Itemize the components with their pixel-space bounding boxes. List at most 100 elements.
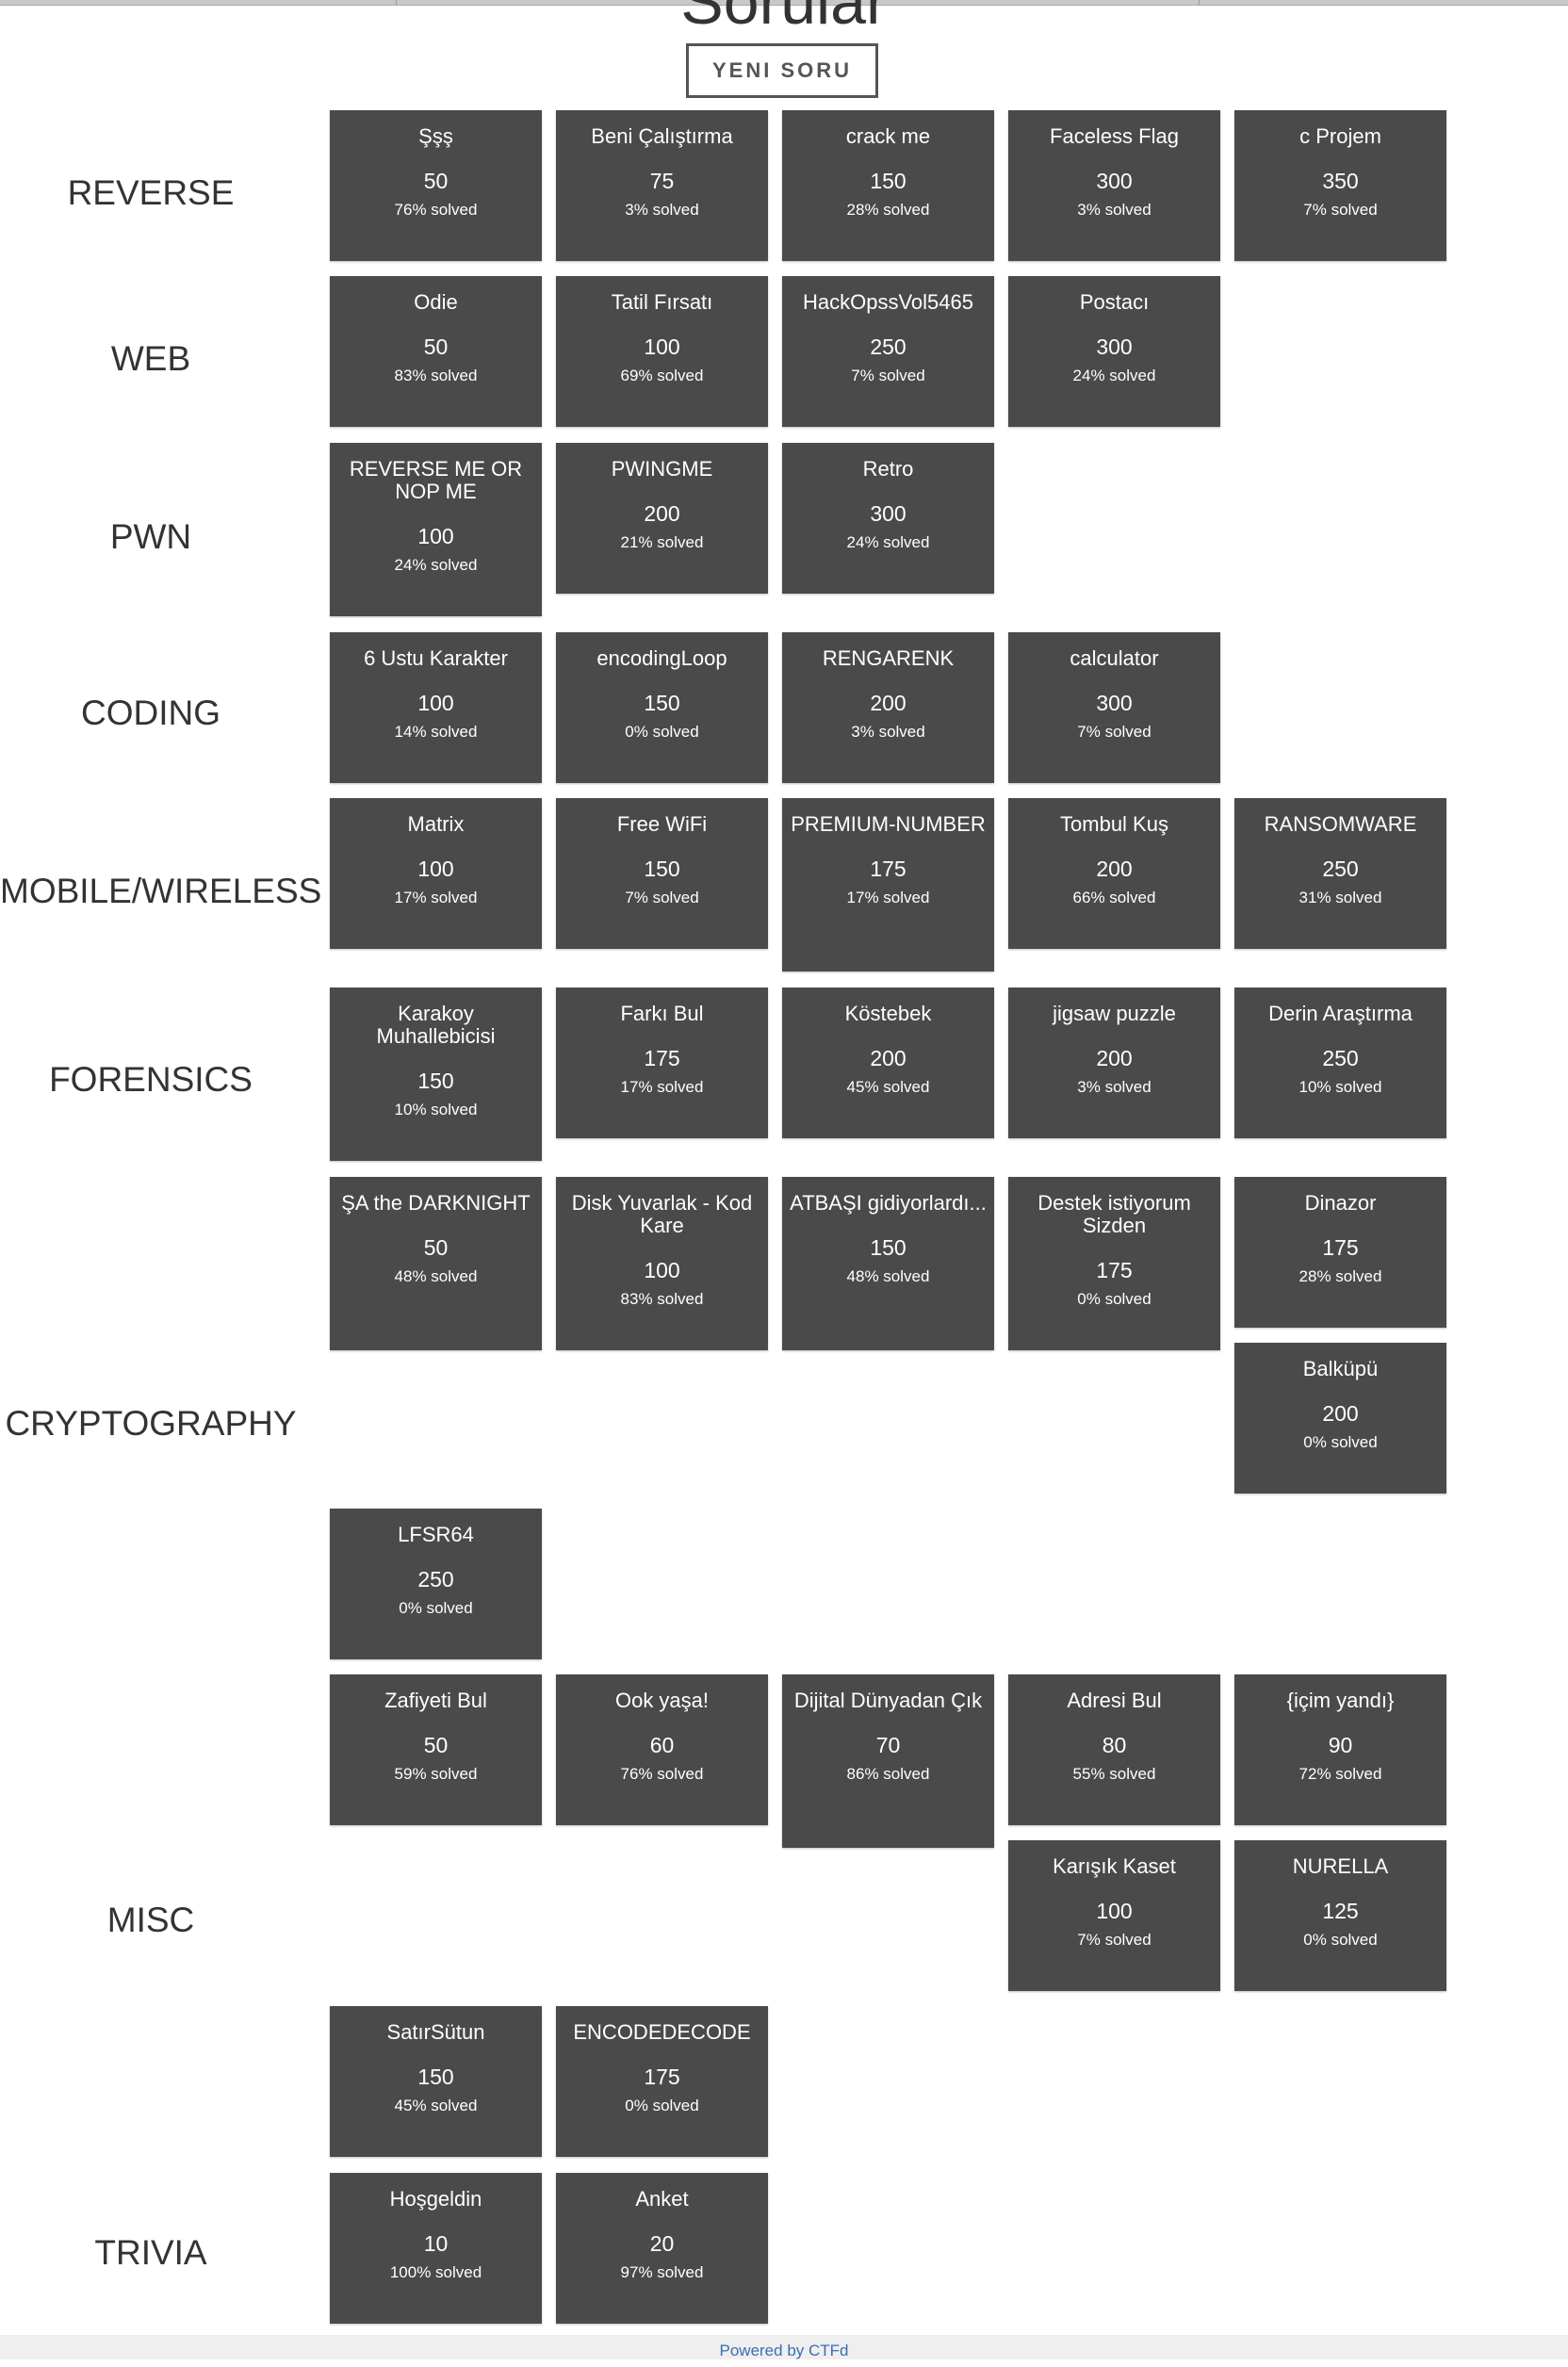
challenge-tile[interactable]: jigsaw puzzle 200 3% solved — [1008, 988, 1220, 1138]
challenge-tile[interactable]: Şşş 50 76% solved — [330, 110, 542, 261]
challenge-tile[interactable]: Faceless Flag 300 3% solved — [1008, 110, 1220, 261]
category-label-misc: MISC — [106, 1901, 195, 1939]
category-label-coding: CODING — [81, 694, 220, 732]
challenge-points: 175 — [870, 857, 906, 881]
challenge-name: Zafiyeti Bul — [384, 1689, 487, 1712]
challenge-tile[interactable]: encodingLoop 150 0% solved — [556, 632, 768, 783]
category-label-forensics: FORENSICS — [49, 1060, 253, 1099]
challenge-tile[interactable]: NURELLA 125 0% solved — [1234, 1840, 1446, 1991]
challenge-points: 300 — [870, 501, 906, 526]
challenge-tile[interactable]: Köstebek 200 45% solved — [782, 988, 994, 1138]
challenge-tile[interactable]: RENGARENK 200 3% solved — [782, 632, 994, 783]
challenge-tile[interactable]: Balküpü 200 0% solved — [1234, 1343, 1446, 1494]
challenge-tile[interactable]: Odie 50 83% solved — [330, 276, 542, 427]
challenge-tile[interactable]: LFSR64 250 0% solved — [330, 1509, 542, 1659]
challenge-solved-rate: 24% solved — [846, 533, 930, 551]
challenge-points: 150 — [870, 1235, 906, 1260]
challenge-solved-rate: 86% solved — [846, 1765, 930, 1783]
challenge-tile[interactable]: REVERSE ME OR NOP ME 100 24% solved — [330, 443, 542, 616]
page-title: Sorular — [680, 0, 888, 38]
challenge-tile[interactable]: Karışık Kaset 100 7% solved — [1008, 1840, 1220, 1991]
challenge-tile[interactable]: crack me 150 28% solved — [782, 110, 994, 261]
challenge-name: Farkı Bul — [620, 1002, 704, 1025]
challenge-tile[interactable]: Karakoy Muhallebicisi 150 10% solved — [330, 988, 542, 1161]
challenge-solved-rate: 28% solved — [1298, 1267, 1382, 1285]
challenge-solved-rate: 0% solved — [1303, 1433, 1378, 1451]
challenge-tile[interactable]: Tatil Fırsatı 100 69% solved — [556, 276, 768, 427]
challenge-name: Balküpü — [1302, 1357, 1379, 1380]
challenge-solved-rate: 0% solved — [1303, 1931, 1378, 1949]
challenge-tile[interactable]: PREMIUM-NUMBER 175 17% solved — [782, 798, 994, 971]
challenge-name: Postacı — [1079, 290, 1150, 314]
challenge-solved-rate: 7% solved — [625, 889, 699, 906]
challenge-name: Şşş — [418, 124, 453, 148]
challenge-tile[interactable]: Adresi Bul 80 55% solved — [1008, 1674, 1220, 1825]
challenge-name: ŞA the DARKNIGHT — [341, 1191, 531, 1215]
challenge-tile[interactable]: Disk Yuvarlak - Kod Kare 100 83% solved — [556, 1177, 768, 1350]
challenge-tile[interactable]: Zafiyeti Bul 50 59% solved — [330, 1674, 542, 1825]
challenge-name: Köstebek — [844, 1002, 932, 1025]
challenge-tile[interactable]: SatırSütun 150 45% solved — [330, 2006, 542, 2157]
challenge-tile[interactable]: Hoşgeldin 10 100% solved — [330, 2173, 542, 2324]
challenge-solved-rate: 31% solved — [1298, 889, 1382, 906]
challenge-tile[interactable]: ŞA the DARKNIGHT 50 48% solved — [330, 1177, 542, 1350]
challenge-points: 90 — [1328, 1733, 1353, 1757]
footer: Powered by CTFd — [0, 2335, 1568, 2359]
challenge-tile[interactable]: calculator 300 7% solved — [1008, 632, 1220, 783]
challenge-tile[interactable]: Destek istiyorum Sizden 175 0% solved — [1008, 1177, 1220, 1350]
challenge-tile[interactable]: HackOpssVol5465 250 7% solved — [782, 276, 994, 427]
challenge-points: 250 — [1322, 1046, 1359, 1070]
challenge-solved-rate: 3% solved — [1077, 1078, 1152, 1096]
challenge-tile[interactable]: ATBAŞI gidiyorlardı... 150 48% solved — [782, 1177, 994, 1350]
challenge-tile[interactable]: Retro 300 24% solved — [782, 443, 994, 594]
challenge-points: 50 — [423, 1733, 449, 1757]
challenge-tile[interactable]: Tombul Kuş 200 66% solved — [1008, 798, 1220, 949]
challenge-points: 150 — [644, 691, 680, 715]
challenge-tile[interactable]: Ook yaşa! 60 76% solved — [556, 1674, 768, 1825]
challenge-name: Dijital Dünyadan Çık — [793, 1689, 983, 1712]
challenge-tile[interactable]: Farkı Bul 175 17% solved — [556, 988, 768, 1138]
challenge-tile[interactable]: RANSOMWARE 250 31% solved — [1234, 798, 1446, 949]
challenge-tile[interactable]: 6 Ustu Karakter 100 14% solved — [330, 632, 542, 783]
challenge-points: 300 — [1096, 335, 1133, 359]
challenge-tile[interactable]: c Projem 350 7% solved — [1234, 110, 1446, 261]
challenge-solved-rate: 69% solved — [620, 367, 704, 384]
challenge-solved-rate: 17% solved — [394, 889, 478, 906]
challenge-solved-rate: 0% solved — [625, 723, 699, 741]
challenge-solved-rate: 45% solved — [846, 1078, 930, 1096]
challenge-solved-rate: 48% solved — [394, 1267, 478, 1285]
challenge-points: 250 — [417, 1567, 454, 1592]
challenge-points: 250 — [870, 335, 906, 359]
challenge-tile[interactable]: Dijital Dünyadan Çık 70 86% solved — [782, 1674, 994, 1848]
challenge-solved-rate: 66% solved — [1072, 889, 1156, 906]
challenge-solved-rate: 72% solved — [1298, 1765, 1382, 1783]
category-label-mobile-wireless: MOBILE/WIRELESS — [0, 872, 322, 910]
challenge-tile[interactable]: Free WiFi 150 7% solved — [556, 798, 768, 949]
challenge-name: ENCODEDECODE — [573, 2020, 751, 2044]
challenge-points: 70 — [875, 1733, 901, 1757]
challenge-solved-rate: 10% solved — [1298, 1078, 1382, 1096]
challenge-tile[interactable]: Derin Araştırma 250 10% solved — [1234, 988, 1446, 1138]
challenge-tile[interactable]: Beni Çalıştırma 75 3% solved — [556, 110, 768, 261]
challenge-tile[interactable]: Postacı 300 24% solved — [1008, 276, 1220, 427]
new-challenge-button[interactable]: YENI SORU — [686, 43, 878, 98]
category-label-pwn: PWN — [109, 517, 192, 556]
challenge-solved-rate: 17% solved — [846, 889, 930, 906]
challenge-tile[interactable]: Matrix 100 17% solved — [330, 798, 542, 949]
challenge-solved-rate: 7% solved — [851, 367, 925, 384]
challenge-name: PREMIUM-NUMBER — [791, 812, 986, 836]
challenge-tile[interactable]: Anket 20 97% solved — [556, 2173, 768, 2324]
challenge-name: REVERSE ME OR NOP ME — [349, 457, 523, 503]
challenge-name: Karakoy Muhallebicisi — [376, 1002, 496, 1048]
challenge-tile[interactable]: PWINGME 200 21% solved — [556, 443, 768, 594]
challenge-name: crack me — [845, 124, 931, 148]
powered-by-link[interactable]: Powered by CTFd — [719, 2342, 849, 2359]
challenge-tile[interactable]: Dinazor 175 28% solved — [1234, 1177, 1446, 1328]
challenge-tile[interactable]: ENCODEDECODE 175 0% solved — [556, 2006, 768, 2157]
challenge-points: 100 — [417, 691, 454, 715]
challenge-tile[interactable]: {içim yandı} 90 72% solved — [1234, 1674, 1446, 1825]
challenge-solved-rate: 7% solved — [1077, 723, 1152, 741]
challenge-solved-rate: 83% solved — [620, 1290, 704, 1308]
challenge-points: 175 — [1096, 1258, 1133, 1282]
challenge-solved-rate: 24% solved — [394, 556, 478, 574]
